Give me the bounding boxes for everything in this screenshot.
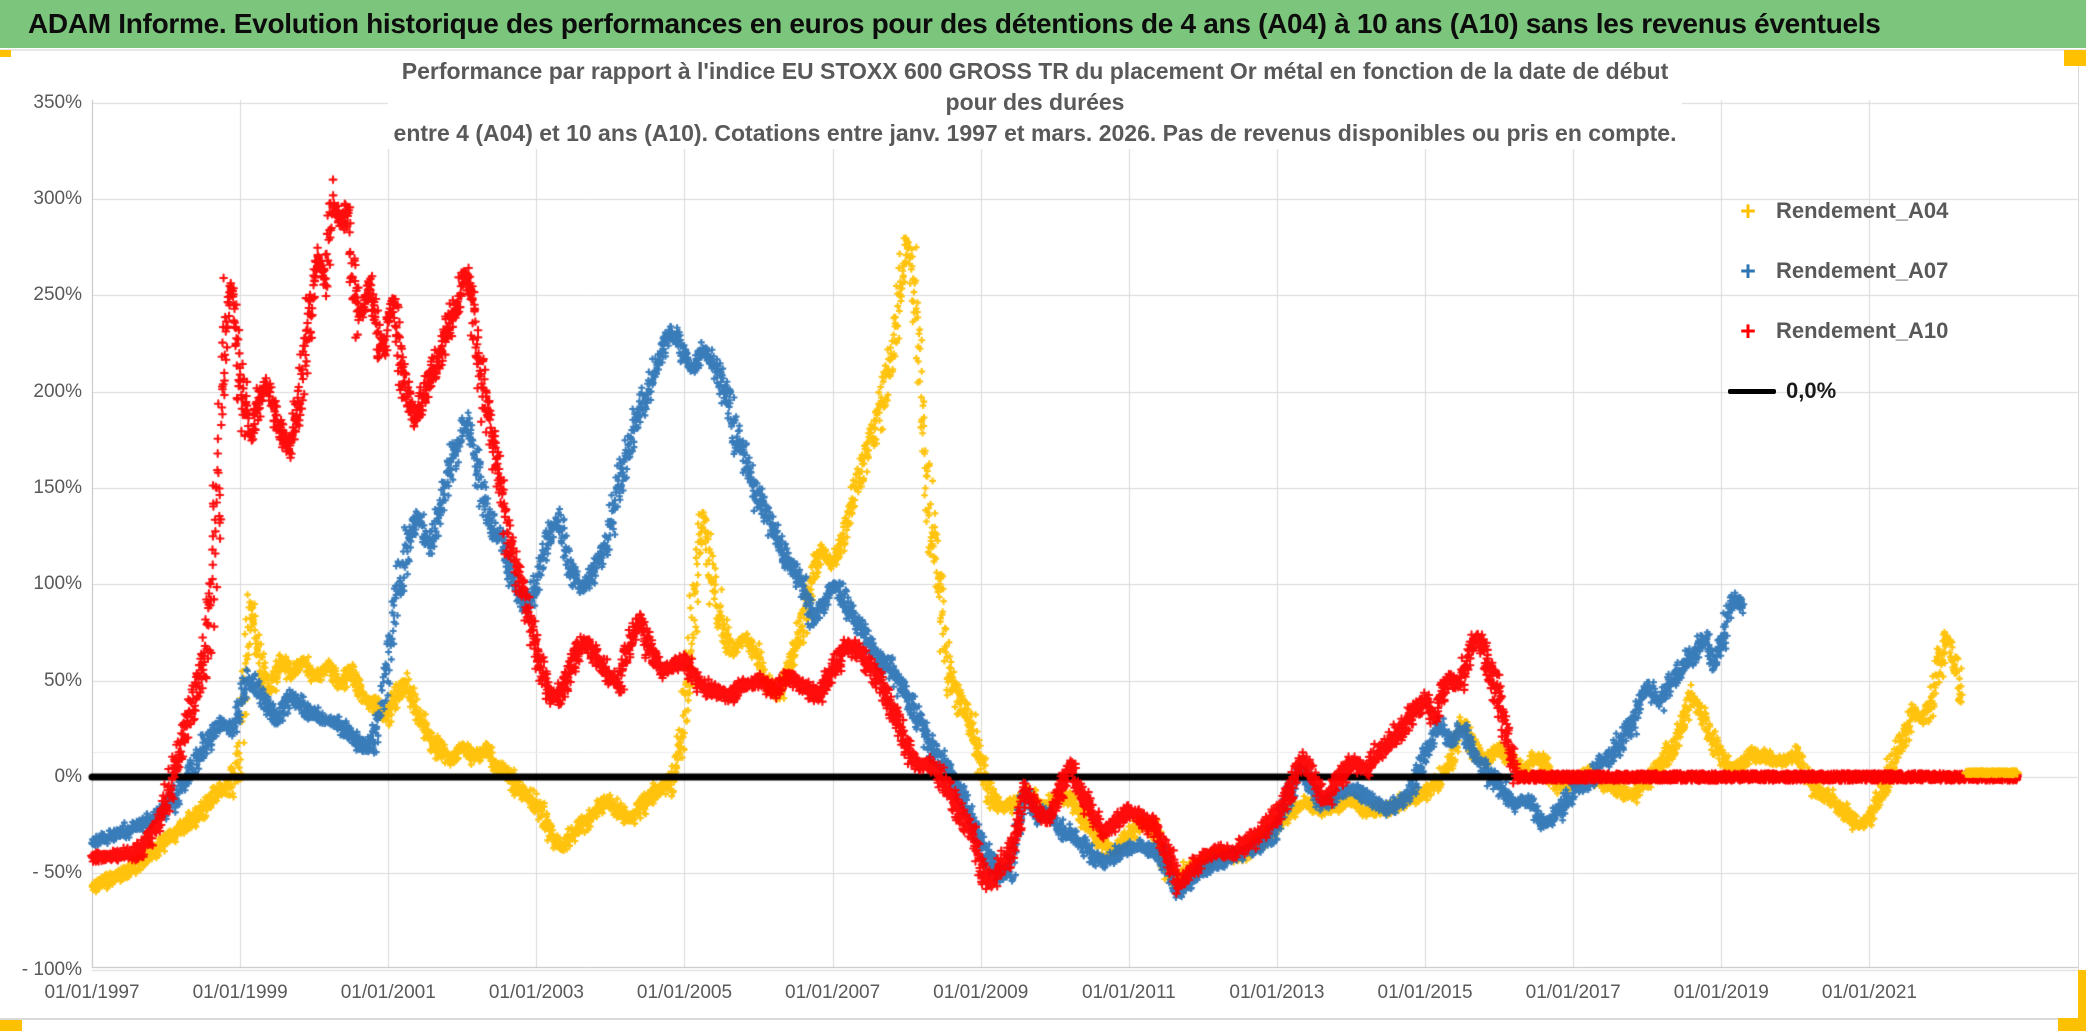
- x-tick-label: 01/01/2001: [340, 982, 436, 1003]
- right-frame-line: [2078, 52, 2079, 1018]
- legend-item-label: 0,0%: [1786, 378, 1837, 403]
- bottom-frame-line: [0, 1018, 2086, 1020]
- x-tick-label: 01/01/2003: [488, 982, 584, 1003]
- legend-item: + Rendement_A04: [1728, 181, 2058, 241]
- x-tick-label: 01/01/2019: [1673, 982, 1769, 1003]
- legend: + Rendement_A04 + Rendement_A07 + Rendement_A…: [1728, 181, 2058, 421]
- y-tick-label: - 50%: [32, 862, 82, 884]
- x-tick-label: 01/01/1997: [44, 982, 140, 1003]
- plus-marker-icon: +: [1740, 195, 1756, 226]
- y-tick-label: 200%: [33, 380, 82, 402]
- x-tick-label: 01/01/2005: [636, 982, 733, 1003]
- x-tick-label: 01/01/2017: [1525, 982, 1621, 1003]
- chart-title-line2: entre 4 (A04) et 10 ans (A10). Cotations…: [393, 120, 1677, 146]
- legend-item: + Rendement_A10: [1728, 301, 2058, 361]
- x-tick-label: 01/01/2011: [1081, 982, 1176, 1003]
- plus-marker-icon: +: [1740, 315, 1756, 346]
- legend-item-label: Rendement_A07: [1776, 258, 1949, 283]
- x-tick-label: 01/01/2021: [1821, 982, 1917, 1003]
- corner-accent: [2064, 50, 2086, 66]
- x-tick-label: 01/01/2007: [785, 982, 881, 1003]
- x-tick-label: 01/01/1999: [192, 982, 288, 1003]
- line-marker-icon: [1728, 388, 1776, 394]
- y-tick-label: 350%: [33, 91, 82, 113]
- corner-accent: [0, 50, 11, 57]
- x-tick-label: 01/01/2013: [1229, 982, 1325, 1003]
- y-tick-label: 0%: [54, 766, 82, 787]
- chart-title-line1: Performance par rapport à l'indice EU ST…: [401, 58, 1669, 115]
- y-tick-label: 250%: [33, 284, 82, 306]
- legend-item-label: Rendement_A10: [1776, 318, 1949, 343]
- chart-title: Performance par rapport à l'indice EU ST…: [388, 56, 1682, 149]
- y-tick-label: 150%: [33, 477, 82, 498]
- legend-item: + Rendement_A07: [1728, 241, 2058, 301]
- corner-accent: [0, 1020, 22, 1031]
- corner-accent: [2058, 1018, 2086, 1031]
- y-tick-label: 50%: [43, 669, 82, 691]
- legend-item: 0,0%: [1728, 361, 2058, 421]
- x-tick-label: 01/01/2009: [933, 982, 1029, 1003]
- plus-marker-icon: +: [1740, 255, 1756, 286]
- corner-accent: [2078, 970, 2086, 1031]
- y-tick-label: - 100%: [21, 958, 82, 980]
- x-tick-label: 01/01/2015: [1377, 982, 1473, 1003]
- y-tick-label: 100%: [33, 573, 82, 595]
- y-tick-label: 300%: [33, 188, 82, 210]
- legend-item-label: Rendement_A04: [1776, 198, 1949, 223]
